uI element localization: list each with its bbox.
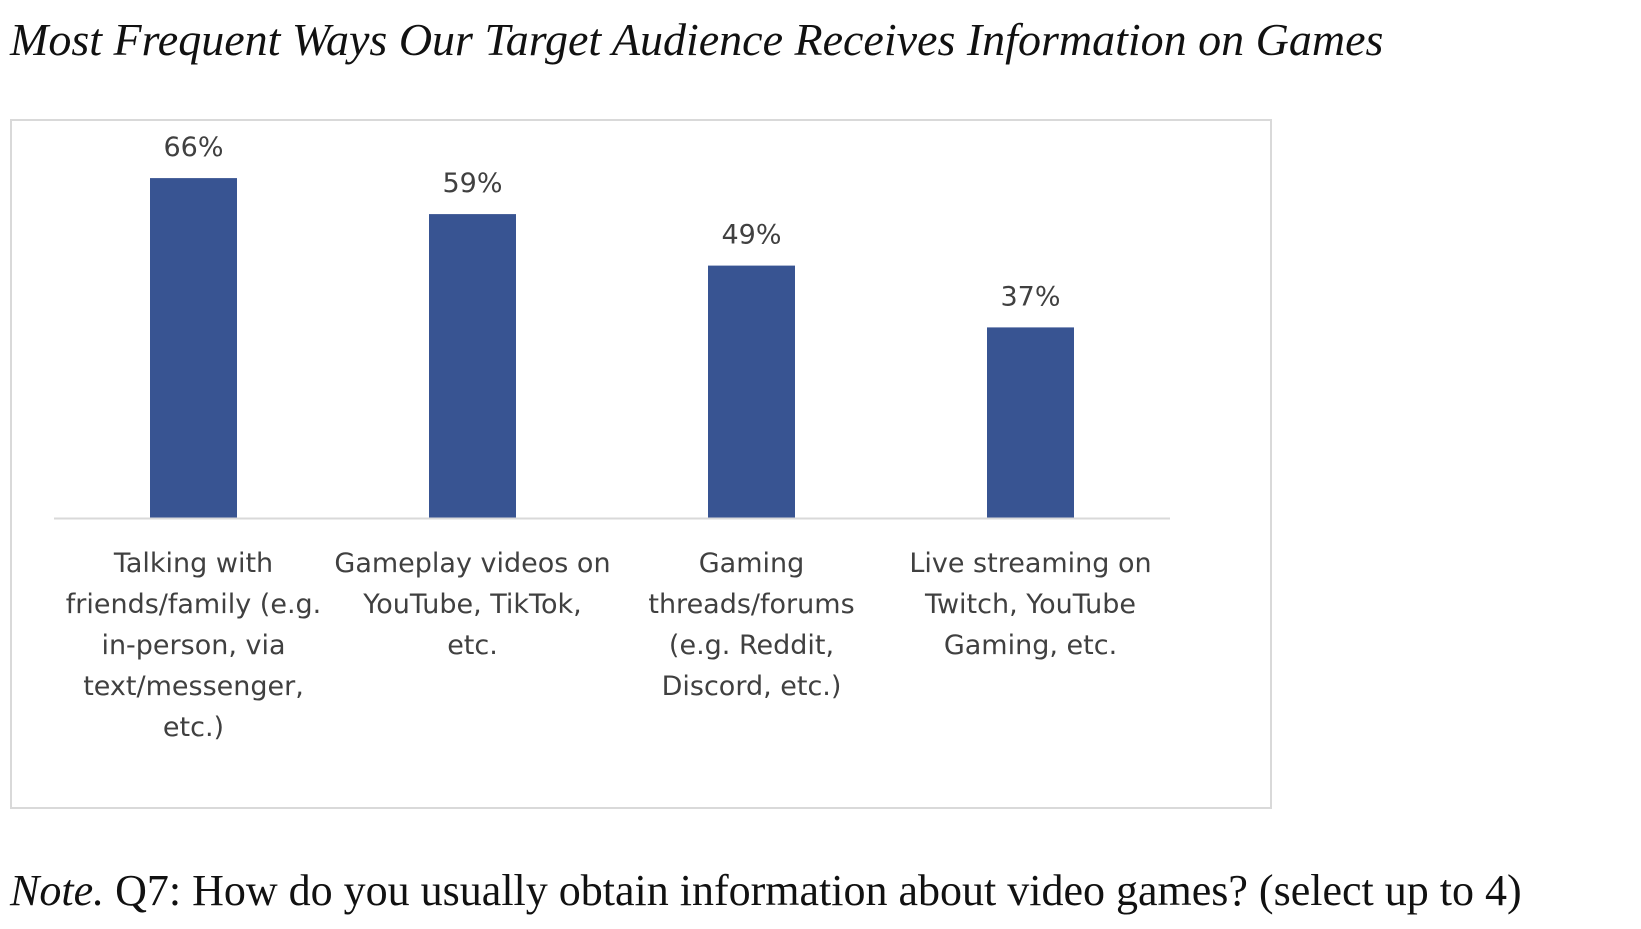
data-label-3: 49% — [721, 220, 781, 251]
note-text: Q7: How do you usually obtain informatio… — [104, 866, 1522, 915]
category-label-line: Talking with — [113, 548, 273, 579]
category-label-1: Talking with friends/family (e.g. in-perso… — [66, 548, 322, 743]
category-label-line: Gameplay videos on — [334, 548, 610, 579]
data-labels-group: 66% 59% 49% 37% — [163, 132, 1060, 312]
category-label-line: Live streaming on — [909, 548, 1151, 579]
category-label-4: Live streaming on Twitch, YouTube Gaming, … — [909, 548, 1151, 661]
category-label-line: YouTube, TikTok, — [362, 589, 581, 620]
category-label-line: threads/forums — [648, 589, 854, 620]
note-label: Note. — [10, 866, 105, 915]
bar-4 — [987, 327, 1074, 518]
category-label-line: text/messenger, — [83, 671, 304, 702]
chart-title: Most Frequent Ways Our Target Audience R… — [10, 14, 1384, 65]
category-label-line: Twitch, YouTube — [924, 589, 1136, 620]
category-label-line: Discord, etc.) — [662, 671, 842, 702]
category-label-line: in-person, via — [101, 630, 285, 661]
bar-1 — [150, 178, 237, 518]
category-labels-group: Talking with friends/family (e.g. in-perso… — [66, 548, 1152, 743]
category-label-2: Gameplay videos on YouTube, TikTok, etc. — [334, 548, 610, 661]
bars-group — [150, 178, 1074, 518]
category-label-line: (e.g. Reddit, — [669, 630, 834, 661]
data-label-4: 37% — [1000, 281, 1060, 312]
bar-2 — [429, 214, 516, 518]
data-label-1: 66% — [163, 132, 223, 163]
bar-3 — [708, 265, 795, 518]
bar-chart: 66% 59% 49% 37% Talking with friends/family … — [54, 132, 1170, 743]
category-label-line: etc.) — [163, 712, 224, 743]
category-label-3: Gaming threads/forums (e.g. Reddit, Discord… — [648, 548, 854, 702]
category-label-line: Gaming — [699, 548, 805, 579]
category-label-line: etc. — [447, 630, 498, 661]
category-label-line: friends/family (e.g. — [66, 589, 322, 620]
figure-note: Note. Q7: How do you usually obtain info… — [10, 865, 1522, 917]
chart-area: 66% 59% 49% 37% Talking with friends/family … — [10, 119, 1272, 809]
category-label-line: Gaming, etc. — [944, 630, 1117, 661]
data-label-2: 59% — [442, 168, 502, 199]
